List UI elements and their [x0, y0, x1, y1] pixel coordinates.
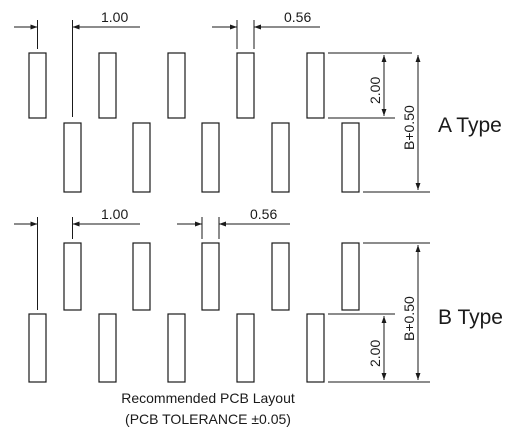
a-type-pitch-label: 1.00 [101, 9, 128, 25]
b-type-bottom-pad-2 [98, 313, 117, 383]
a-type-bottom-pad-3 [201, 122, 220, 193]
caption-line-2: (PCB TOLERANCE ±0.05) [125, 411, 291, 427]
b-type-span-dimension: B+0.50 [363, 242, 430, 380]
a-type-pad-length-label: 2.00 [367, 77, 383, 104]
a-type-bottom-pad-4 [271, 122, 290, 193]
b-type-label: B Type [438, 306, 503, 329]
b-type-pad-width-dimension: 0.56 [177, 206, 290, 239]
a-type-pad-width-dimension: 0.56 [212, 9, 320, 49]
b-type-pad-width-label: 0.56 [250, 206, 277, 222]
a-type-top-pad-2 [98, 52, 117, 119]
b-type-pitch-label: 1.00 [101, 206, 128, 222]
a-type-top-pad-4 [236, 52, 255, 119]
b-type-pad-length-label: 2.00 [367, 340, 383, 367]
b-type-span-label: B+0.50 [401, 296, 417, 341]
caption-line-1: Recommended PCB Layout [121, 390, 295, 406]
a-type-label: A Type [438, 114, 502, 137]
a-type-pitch-dimension: 1.00 [14, 9, 140, 117]
b-type-bottom-pad-3 [167, 313, 186, 383]
a-type-bottom-pad-1 [63, 122, 82, 193]
a-type-bottom-pad-2 [132, 122, 151, 193]
b-type-top-pad-5 [341, 242, 360, 311]
a-type-top-pad-3 [167, 52, 186, 119]
b-type-top-pad-2 [132, 242, 151, 311]
b-type-top-pad-4 [271, 242, 290, 311]
b-type-top-pad-1 [63, 242, 82, 311]
a-type-pad-length-dimension: 2.00 [328, 52, 412, 119]
a-type-bottom-pad-5 [341, 122, 360, 193]
b-type-pitch-dimension: 1.00 [14, 206, 140, 310]
a-type-top-pad-5 [306, 52, 325, 119]
a-type-pad-width-label: 0.56 [284, 9, 311, 25]
b-type-bottom-pad-5 [306, 313, 325, 383]
a-type-span-label: B+0.50 [401, 105, 417, 150]
a-type-span-dimension: B+0.50 [363, 55, 430, 193]
b-type-bottom-pad-4 [236, 313, 255, 383]
a-type-top-pad-1 [28, 52, 47, 119]
b-type-bottom-pad-1 [28, 313, 47, 383]
b-type-top-pad-3 [201, 242, 220, 311]
a-type-section: 1.00 0.56 2.00 B+0.50 A Type [14, 9, 502, 193]
caption: Recommended PCB Layout (PCB TOLERANCE ±0… [121, 390, 295, 427]
b-type-pad-length-dimension: 2.00 [328, 313, 430, 383]
b-type-section: 1.00 0.56 B+0.50 2.00 B Type [14, 206, 503, 383]
